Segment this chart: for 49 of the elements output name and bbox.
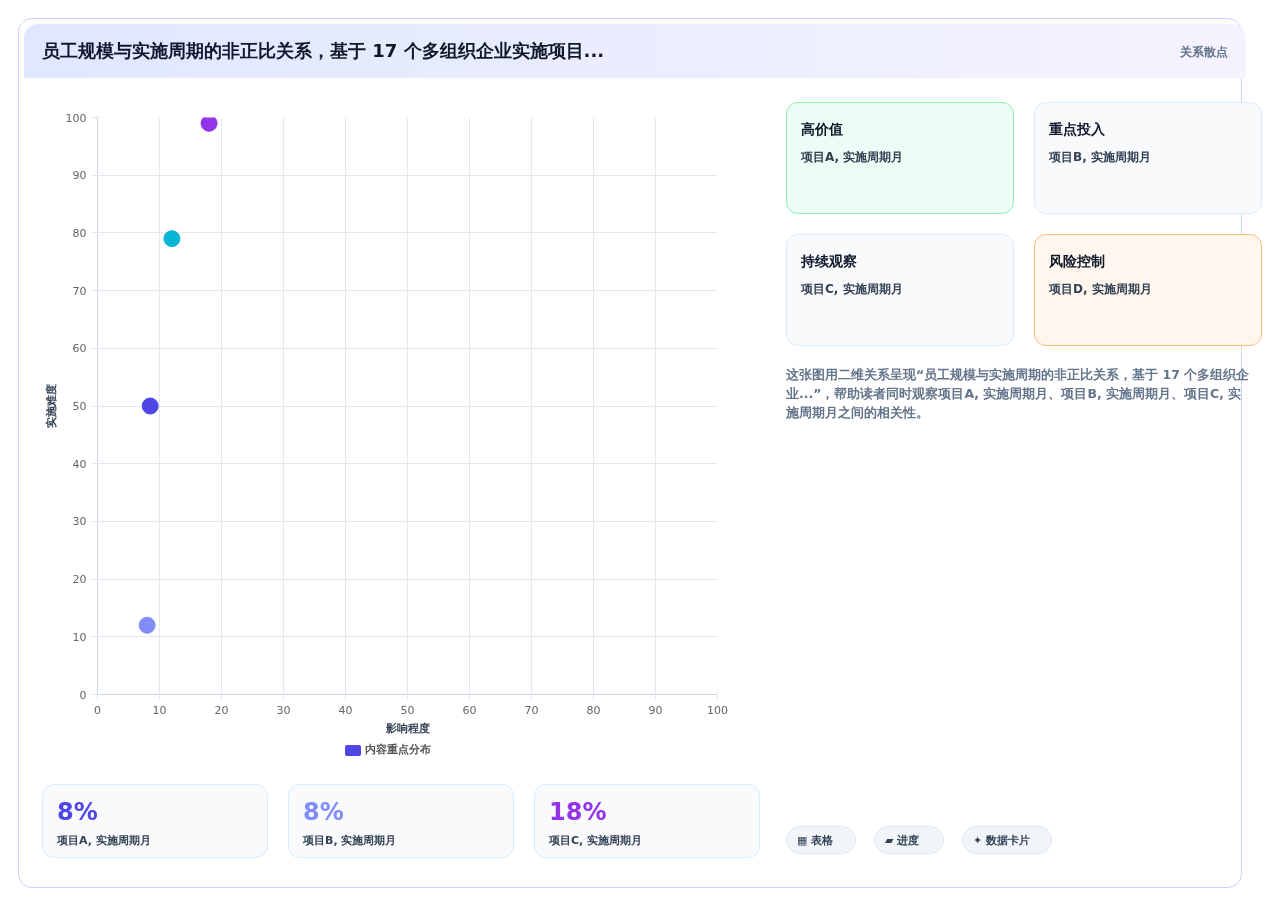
y-tick-label: 40 xyxy=(72,457,87,471)
y-tick-label: 80 xyxy=(72,226,87,240)
text: 关系散点 xyxy=(1180,44,1228,61)
text: ▦ 表格 xyxy=(797,833,834,849)
x-tick-label: 50 xyxy=(400,703,415,717)
text: 项目A, 实施周期月 xyxy=(801,149,904,166)
y-axis-title: 实施难度 xyxy=(44,384,58,428)
x-tick-label: 60 xyxy=(462,703,477,717)
y-tick-label: 100 xyxy=(65,111,87,125)
text: 项目D, 实施周期月 xyxy=(1049,281,1152,298)
y-tick-label: 50 xyxy=(72,400,87,413)
x-axis-title: 影响程度 xyxy=(384,721,430,735)
y-tick-label: 30 xyxy=(72,515,87,529)
point xyxy=(141,397,159,415)
y-tick-label: 60 xyxy=(72,342,87,356)
y-tick-label: 10 xyxy=(72,630,87,644)
text: 18% xyxy=(549,797,608,828)
text: 8% xyxy=(57,797,99,828)
text: 风险控制 xyxy=(1049,252,1106,271)
x-tick-label: 100 xyxy=(707,703,728,717)
y-tick-label: 20 xyxy=(72,573,87,587)
point xyxy=(138,616,156,634)
x-tick-label: 80 xyxy=(586,703,601,717)
x-tick-label: 30 xyxy=(276,703,291,717)
text: 重点投入 xyxy=(1049,120,1106,139)
text: 高价值 xyxy=(801,120,844,139)
y-tick-label: 0 xyxy=(79,688,87,702)
y-tick-label: 70 xyxy=(72,284,87,298)
text: 项目C, 实施周期月 xyxy=(801,281,903,298)
x-tick-label: 70 xyxy=(524,703,539,717)
text: ✦ 数据卡片 xyxy=(973,833,1031,849)
x-tick-label: 40 xyxy=(338,703,353,717)
point xyxy=(163,230,181,248)
x-tick-label: 90 xyxy=(648,703,663,717)
text: 这张图用二维关系呈现“员工规模与实施周期的非正比关系，基于 17 个多组织企业...”，帮助读者同时观察项目A, 实施周期月、项目B, 实施周期月、项目C, 实施周期月之间的相关性。 xyxy=(786,366,1251,422)
chart-title: 员工规模与实施周期的非正比关系，基于 17 个多组织企业实施项目... xyxy=(42,40,605,61)
text: 项目C, 实施周期月 xyxy=(549,833,643,849)
text: 项目B, 实施周期月 xyxy=(303,833,397,849)
text: 项目B, 实施周期月 xyxy=(1049,149,1151,166)
text: 项目A, 实施周期月 xyxy=(57,833,151,849)
y-tick-label: 90 xyxy=(72,169,87,183)
legend-label: 内容重点分布 xyxy=(365,743,432,757)
x-tick-label: 20 xyxy=(214,703,229,717)
text: 持续观察 xyxy=(801,252,858,271)
x-tick-label: 10 xyxy=(152,703,167,717)
text: ▰ 进度 xyxy=(885,833,920,849)
point xyxy=(200,117,218,132)
x-tick-label: 0 xyxy=(94,703,101,717)
text: 8% xyxy=(303,797,345,828)
